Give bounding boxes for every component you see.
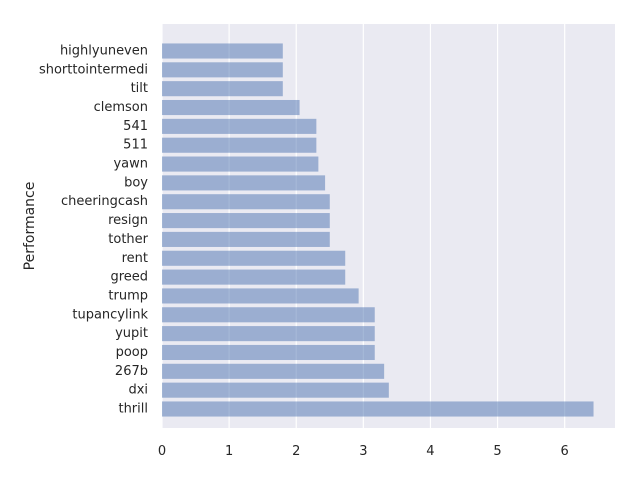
y-tick-label: tilt — [131, 81, 148, 96]
x-tick-label: 0 — [158, 444, 166, 459]
bar-dxi — [162, 382, 389, 398]
bar-yawn — [162, 156, 319, 172]
y-tick-label: poop — [116, 345, 148, 360]
bar-shorttointermedi — [162, 62, 283, 78]
x-tick-labels: 0 1 2 3 4 5 6 — [158, 444, 569, 459]
bar-tilt — [162, 81, 283, 97]
y-tick-label: yawn — [113, 157, 148, 172]
bar-rent — [162, 250, 346, 266]
bar-greed — [162, 269, 346, 285]
bar-resign — [162, 213, 330, 229]
bar-tother — [162, 231, 330, 247]
bars — [162, 43, 594, 417]
bar-thrill — [162, 401, 594, 417]
y-tick-label: cheeringcash — [61, 194, 148, 209]
bar-yupit — [162, 326, 375, 342]
bar-boy — [162, 175, 326, 191]
y-tick-label: shorttointermedi — [39, 62, 148, 77]
y-tick-label: tupancylink — [72, 307, 148, 322]
y-tick-label: highlyuneven — [60, 44, 148, 59]
y-tick-labels: highlyuneven shorttointermedi tilt clemson 5… — [39, 44, 149, 417]
bar-267b — [162, 363, 385, 379]
y-tick-label: dxi — [128, 383, 148, 398]
y-tick-label: rent — [122, 251, 148, 266]
bar-tupancylink — [162, 307, 375, 323]
y-tick-label: yupit — [115, 326, 148, 341]
y-tick-label: trump — [108, 288, 148, 303]
y-tick-label: boy — [124, 175, 148, 190]
bar-trump — [162, 288, 359, 304]
y-tick-label: 541 — [123, 119, 148, 134]
bar-cheeringcash — [162, 194, 330, 210]
bar-highlyuneven — [162, 43, 283, 59]
x-tick-label: 1 — [225, 444, 233, 459]
x-tick-label: 5 — [493, 444, 501, 459]
y-tick-label: 267b — [115, 364, 148, 379]
x-tick-label: 4 — [426, 444, 434, 459]
y-tick-label: thrill — [118, 402, 148, 417]
y-axis-label: Performance — [22, 182, 38, 271]
y-tick-label: greed — [110, 270, 148, 285]
bar-541 — [162, 118, 317, 134]
y-tick-label: 511 — [123, 138, 148, 153]
bar-511 — [162, 137, 317, 153]
bar-clemson — [162, 99, 300, 116]
x-tick-label: 6 — [561, 444, 569, 459]
bar-poop — [162, 344, 375, 361]
y-tick-label: clemson — [94, 100, 148, 115]
y-tick-label: tother — [108, 232, 148, 247]
x-tick-label: 2 — [292, 444, 300, 459]
y-tick-label: resign — [108, 213, 148, 228]
x-tick-label: 3 — [359, 444, 367, 459]
